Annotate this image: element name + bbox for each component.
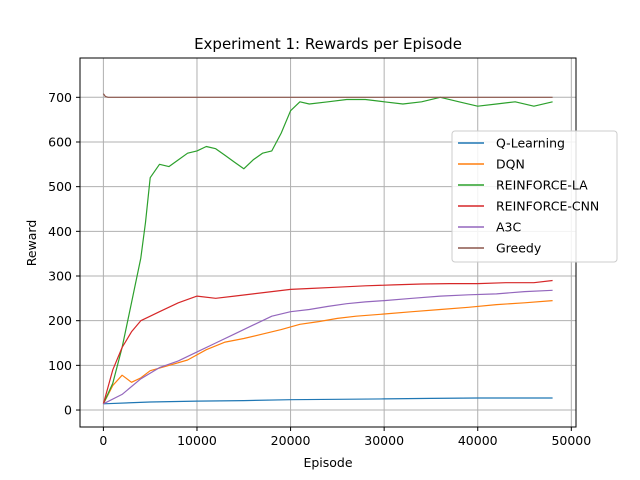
- y-tick-label: 600: [48, 134, 72, 149]
- legend-box: [451, 130, 618, 263]
- y-tick-label: 700: [48, 90, 72, 105]
- series-line-greedy: [102, 93, 553, 98]
- series-layer: [102, 93, 553, 405]
- x-tick-label: 30000: [364, 433, 404, 448]
- series-line-q-learning: [103, 397, 553, 405]
- legend-entry: Greedy: [496, 241, 542, 256]
- x-tick-label: 10000: [177, 433, 217, 448]
- series-line-dqn: [102, 300, 553, 405]
- x-tick-label: 40000: [458, 433, 498, 448]
- y-tick-label: 300: [48, 269, 72, 284]
- x-axis-label: Episode: [303, 455, 352, 470]
- legend-entry: REINFORCE-LA: [496, 178, 588, 193]
- chart-title: Experiment 1: Rewards per Episode: [194, 35, 462, 53]
- axis-ticks: 0 10000 20000 30000 40000 50000 0 100 200 300 400 5…: [48, 90, 591, 448]
- x-tick-label: 50000: [551, 433, 591, 448]
- y-tick-label: 200: [48, 313, 72, 328]
- y-tick-label: 0: [64, 403, 72, 418]
- y-tick-label: 400: [48, 224, 72, 239]
- y-axis-label: Reward: [24, 220, 39, 267]
- legend-entry: Q-Learning: [496, 136, 565, 151]
- series-line-reinforce-cnn: [102, 279, 553, 404]
- series-line-a3c: [103, 289, 553, 405]
- legend-entry: REINFORCE-CNN: [496, 199, 599, 214]
- x-tick-label: 20000: [271, 433, 311, 448]
- x-tick-label: 0: [99, 433, 107, 448]
- legend-entry: A3C: [496, 220, 522, 235]
- legend-entry: DQN: [496, 157, 525, 172]
- y-tick-label: 100: [48, 358, 72, 373]
- y-tick-label: 500: [48, 179, 72, 194]
- legend: Q-Learning DQN REINFORCE-LA REINFORCE-CNN A3…: [451, 130, 618, 263]
